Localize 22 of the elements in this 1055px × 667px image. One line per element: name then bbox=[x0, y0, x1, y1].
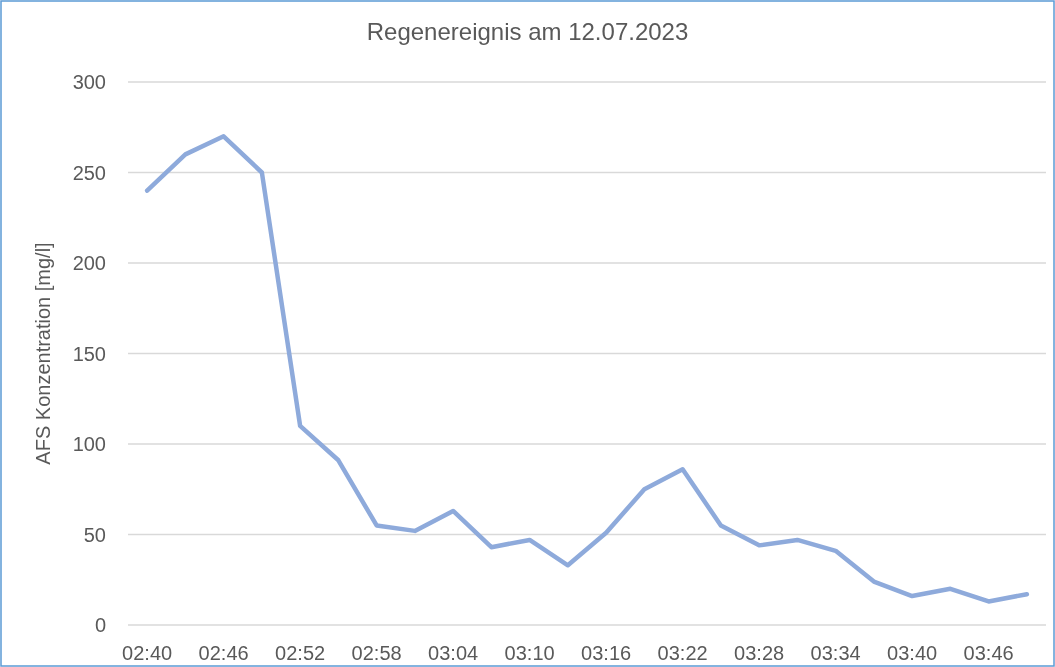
x-tick-label: 03:10 bbox=[504, 642, 555, 664]
x-tick-label: 03:22 bbox=[657, 642, 708, 664]
y-tick-label: 250 bbox=[72, 161, 106, 184]
line-series bbox=[144, 134, 1030, 604]
chart-title: Regenereignis am 12.07.2023 bbox=[366, 18, 689, 45]
y-axis-title: AFS Konzentration [mg/l] bbox=[32, 242, 54, 465]
x-tick-label: 02:52 bbox=[275, 642, 326, 664]
y-tick-label: 300 bbox=[72, 71, 106, 93]
y-tick-label: 50 bbox=[83, 523, 106, 546]
x-tick-label: 02:58 bbox=[351, 642, 402, 664]
x-tick-label: 02:46 bbox=[198, 642, 249, 664]
y-tick-label: 200 bbox=[72, 252, 106, 274]
x-tick-label: 03:34 bbox=[810, 642, 861, 664]
x-tick-label: 03:46 bbox=[963, 642, 1014, 664]
y-tick-label: 150 bbox=[72, 342, 106, 365]
x-tick-label: 03:04 bbox=[428, 642, 479, 664]
x-tick-label: 03:28 bbox=[734, 642, 785, 664]
y-tick-label: 0 bbox=[94, 614, 106, 636]
x-tick-label: 03:16 bbox=[581, 642, 632, 664]
x-tick-label: 02:40 bbox=[122, 642, 173, 664]
y-tick-label: 100 bbox=[72, 433, 106, 455]
x-tick-label: 03:40 bbox=[887, 642, 938, 664]
